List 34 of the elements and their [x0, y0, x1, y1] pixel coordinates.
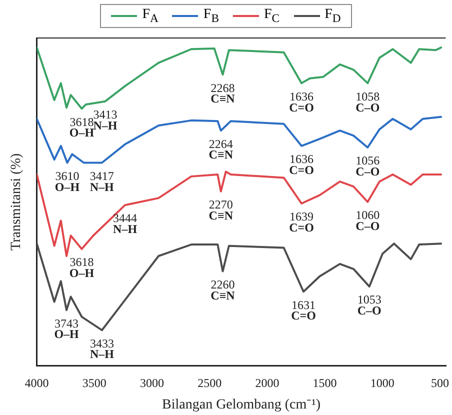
annotation: 2270 C≡N [208, 198, 234, 222]
annotation: 3743 O–H [54, 316, 80, 342]
annotation: 3417 N–H [90, 168, 115, 194]
x-tick-label: 2000 [255, 376, 280, 390]
annotation: 1631 C=O [291, 298, 316, 323]
x-tick-label: 500 [431, 376, 449, 390]
y-axis-title: Transmitansi (%) [9, 153, 24, 250]
legend-label: F$_{A}$ [142, 7, 158, 25]
annotation: 2260 C≡N [210, 277, 236, 302]
x-tick-label: 1000 [370, 376, 394, 390]
annotation: 3433 N–H [90, 336, 115, 362]
annotation: 1636 C=O [289, 152, 314, 177]
annotation: 2264 C≡N [208, 136, 234, 162]
annotation: 3618 O–H [69, 114, 95, 140]
annotation: 3413 N–H [93, 107, 118, 132]
legend-label: F$_{B}$ [203, 7, 219, 25]
annotation: 3610 O–H [54, 168, 80, 194]
x-axis-title: Bilangan Gelombang (cm⁻¹) [162, 397, 321, 412]
x-tick-label: 2500 [198, 376, 222, 390]
annotation: 1053 C–O [357, 292, 382, 318]
annotation: 3444 N–H [113, 211, 138, 236]
x-tick-label: 3000 [140, 376, 164, 390]
annotation: 1636 C=O [289, 89, 314, 114]
annotation: 1639 C=O [289, 210, 314, 235]
legend-label: F$_{C}$ [264, 7, 280, 25]
annotation: 1060 C–O [356, 208, 380, 233]
x-tick-label: 1500 [312, 376, 337, 390]
annotation: 1056 C–O [356, 154, 380, 179]
x-tick-label: 4000 [24, 376, 49, 390]
annotation: 1058 C–O [356, 89, 380, 114]
legend-label: F$_{D}$ [324, 7, 341, 25]
annotation: 2268 C≡N [210, 80, 236, 106]
x-tick-label: 3500 [82, 376, 106, 390]
annotation: 3618 O–H [69, 255, 95, 280]
